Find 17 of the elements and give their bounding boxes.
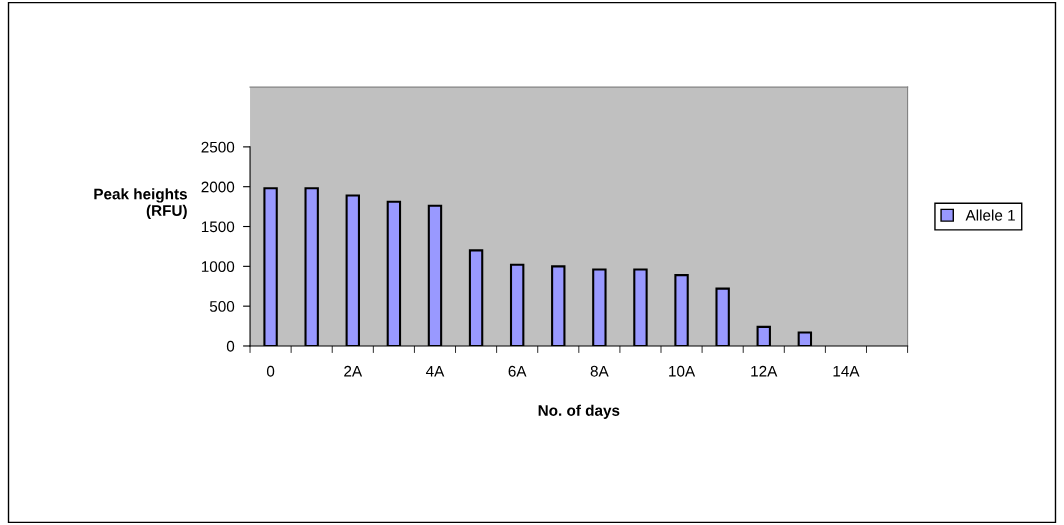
y-tick-label: 1000 <box>201 261 235 273</box>
x-tick-label: 14A <box>833 365 860 377</box>
x-tick-label: 4A <box>425 365 445 377</box>
x-tick-label: 10A <box>669 365 696 377</box>
x-tick-label: 0 <box>266 365 275 377</box>
y-tick-label: 500 <box>209 301 235 312</box>
x-tick-label: 6A <box>508 365 527 377</box>
y-tick-label: 2500 <box>201 141 235 153</box>
x-tick-label: 2A <box>344 365 363 377</box>
x-tick-label: 12A <box>751 365 778 377</box>
x-axis-title: No. of days <box>538 404 620 419</box>
y-tick-label: 0 <box>226 340 235 352</box>
x-tick-label: 8A <box>590 365 609 377</box>
y-axis-title: Peak heights (RFU) <box>94 188 187 219</box>
y-tick-label: 1500 <box>201 221 235 233</box>
legend-label: Allele 1 <box>965 209 1015 221</box>
y-tick-label: 2000 <box>201 181 235 193</box>
